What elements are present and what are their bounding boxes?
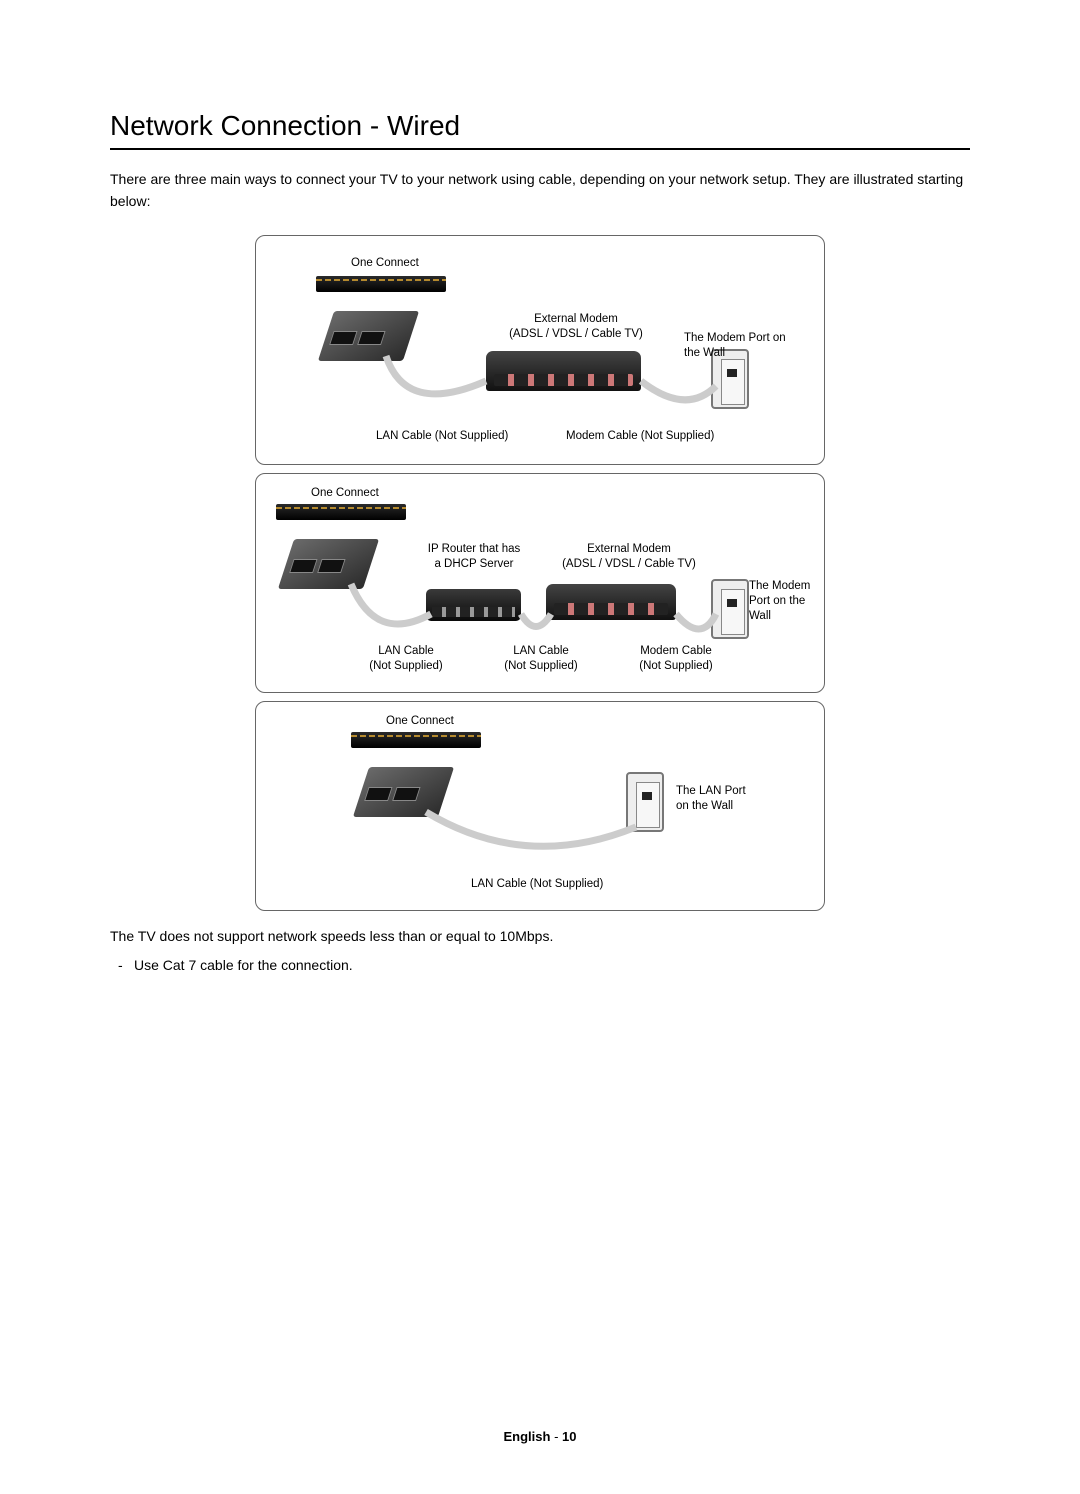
label: LAN Cable (Not Supplied)	[496, 644, 586, 674]
label-line: (Not Supplied)	[504, 660, 578, 672]
intro-text: There are three main ways to connect you…	[110, 168, 970, 213]
note-text: The TV does not support network speeds l…	[110, 925, 970, 949]
label: LAN Cable (Not Supplied)	[376, 429, 508, 444]
page-footer: English - 10	[0, 1429, 1080, 1444]
diagram-2: One Connect IP Router that has a DHCP Se…	[255, 473, 825, 693]
bullet-text: Use Cat 7 cable for the connection.	[110, 957, 970, 973]
label-line: (Not Supplied)	[639, 660, 713, 672]
label-line: Modem Cable	[640, 645, 712, 657]
diagram-1: One Connect External Modem (ADSL / VDSL …	[255, 235, 825, 465]
label: Modem Cable (Not Supplied)	[566, 429, 714, 444]
label-line: LAN Cable	[378, 645, 434, 657]
footer-lang: English	[504, 1429, 551, 1444]
cable-svg	[256, 236, 824, 464]
label-line: LAN Cable	[513, 645, 569, 657]
diagram-3: One Connect The LAN Port on the Wall LAN…	[255, 701, 825, 911]
label: LAN Cable (Not Supplied)	[471, 877, 603, 892]
page-title: Network Connection - Wired	[110, 110, 970, 150]
footer-page: 10	[562, 1429, 576, 1444]
label: Modem Cable (Not Supplied)	[626, 644, 726, 674]
footer-sep: -	[550, 1429, 562, 1444]
label-line: (Not Supplied)	[369, 660, 443, 672]
label: LAN Cable (Not Supplied)	[361, 644, 451, 674]
